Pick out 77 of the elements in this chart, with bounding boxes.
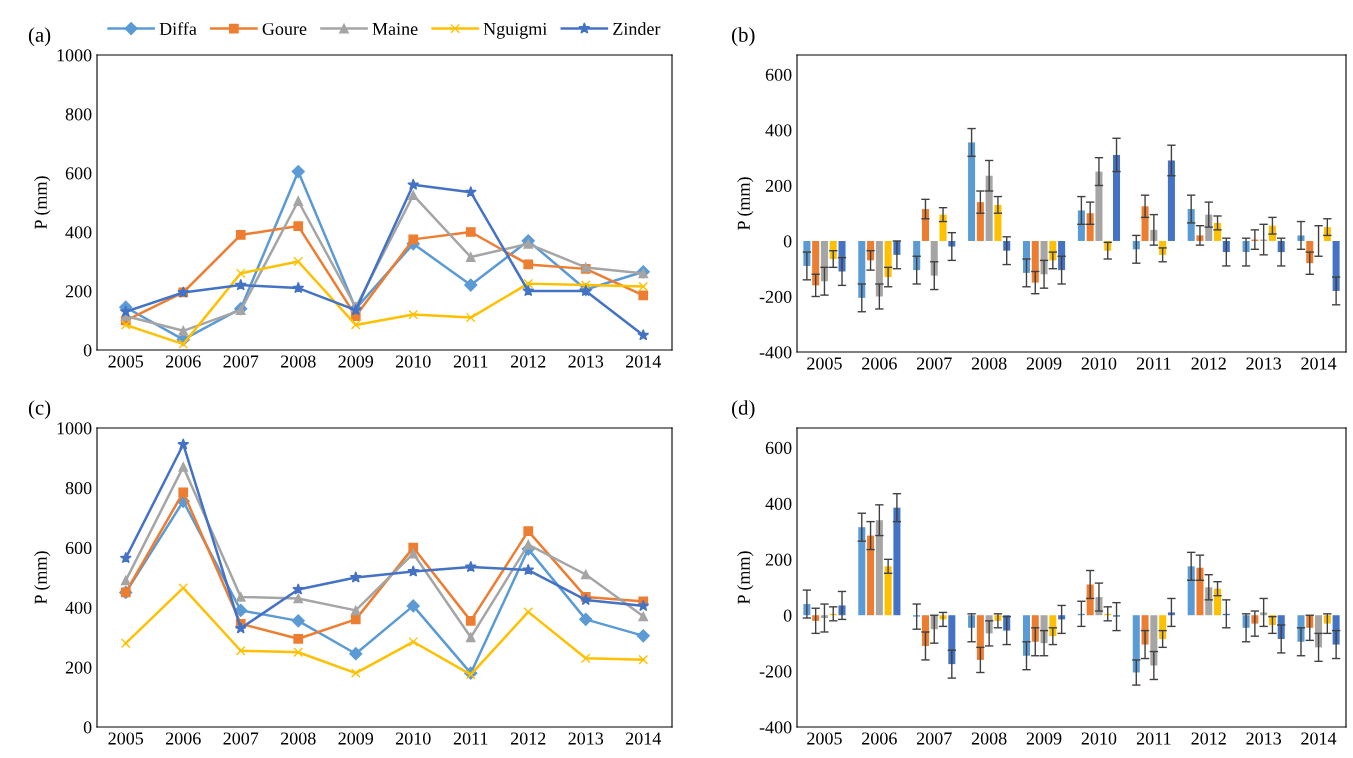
x-tick-label: 2005: [108, 355, 144, 368]
y-axis-title: P (mm): [34, 176, 51, 229]
chart-title: (c): [28, 400, 51, 420]
x-tick-label: 2007: [916, 732, 952, 745]
x-tick-label: 2013: [568, 732, 604, 745]
x-tick-label: 2012: [1191, 357, 1226, 370]
y-tick-label: 0: [783, 609, 792, 622]
y-axis-title: P (mm): [737, 551, 754, 604]
x-tick-label: 2014: [1301, 357, 1337, 370]
y-tick-label: 400: [65, 601, 92, 614]
y-tick-label: 400: [65, 226, 92, 239]
x-tick-label: 2012: [1191, 732, 1226, 745]
x-tick-label: 2009: [338, 355, 374, 368]
y-tick-label: 800: [65, 108, 92, 121]
y-tick-label: 1000: [57, 49, 92, 62]
x-tick-label: 2009: [338, 732, 374, 745]
y-tick-label: -200: [759, 665, 792, 678]
y-tick-label: 600: [765, 441, 792, 454]
x-tick-label: 2012: [510, 732, 546, 745]
x-tick-label: 2011: [1136, 357, 1171, 370]
x-tick-label: 2008: [280, 732, 316, 745]
x-tick-label: 2007: [223, 732, 259, 745]
x-tick-label: 2010: [1081, 732, 1117, 745]
x-tick-label: 2006: [862, 357, 897, 370]
y-tick-label: -400: [759, 721, 792, 734]
x-tick-label: 2006: [165, 355, 201, 368]
x-tick-label: 2010: [395, 732, 431, 745]
x-tick-label: 2007: [223, 355, 259, 368]
x-tick-label: 2005: [108, 732, 144, 745]
y-axis-title: P (mm): [737, 177, 754, 230]
y-tick-label: 600: [65, 541, 92, 555]
x-tick-label: 2010: [395, 355, 431, 368]
x-tick-label: 2013: [1246, 732, 1281, 745]
y-tick-label: 600: [765, 68, 792, 81]
x-tick-label: 2006: [165, 732, 201, 745]
x-tick-label: 2005: [807, 357, 842, 370]
x-tick-label: 2010: [1081, 357, 1117, 370]
y-tick-label: -400: [759, 346, 792, 359]
x-tick-label: 2009: [1026, 357, 1062, 370]
y-tick-label: 800: [65, 482, 92, 495]
x-tick-label: 2014: [625, 732, 662, 745]
x-tick-label: 2013: [568, 355, 604, 368]
x-tick-label: 2011: [453, 732, 488, 745]
x-tick-label: 2011: [453, 355, 488, 368]
y-tick-label: 0: [783, 235, 792, 248]
x-tick-label: 2008: [280, 355, 316, 368]
y-tick-label: 400: [765, 124, 792, 137]
legend-label: Maine: [372, 22, 418, 36]
y-tick-label: 1000: [57, 422, 92, 435]
chart-title: (d): [732, 400, 755, 420]
x-tick-label: 2012: [510, 355, 546, 368]
y-tick-label: 400: [765, 497, 792, 510]
y-tick-label: -200: [759, 290, 792, 303]
y-tick-label: 200: [765, 179, 792, 192]
x-tick-label: 2014: [1301, 732, 1337, 745]
x-tick-label: 2014: [625, 355, 662, 368]
y-tick-label: 200: [765, 553, 792, 566]
y-tick-label: 600: [65, 167, 92, 180]
legend-label: Zinder: [613, 22, 661, 36]
x-tick-label: 2007: [916, 357, 952, 370]
chart-title: (b): [732, 27, 755, 47]
chart-title: (a): [28, 27, 51, 47]
x-tick-label: 2013: [1246, 357, 1281, 370]
y-tick-label: 0: [83, 344, 92, 357]
y-tick-label: 200: [65, 661, 92, 674]
x-tick-label: 2008: [971, 357, 1007, 370]
x-tick-label: 2009: [1026, 732, 1062, 745]
legend-label: Nguigmi: [483, 22, 547, 39]
x-tick-label: 2011: [1136, 732, 1171, 745]
y-tick-label: 0: [83, 721, 92, 734]
y-axis-title: P (mm): [34, 551, 51, 604]
x-tick-label: 2006: [862, 732, 897, 745]
y-tick-label: 200: [65, 285, 92, 298]
x-tick-label: 2008: [971, 732, 1007, 745]
legend-label: Diffa: [159, 22, 197, 36]
x-tick-label: 2005: [807, 732, 842, 745]
legend-label: Goure: [262, 22, 307, 36]
